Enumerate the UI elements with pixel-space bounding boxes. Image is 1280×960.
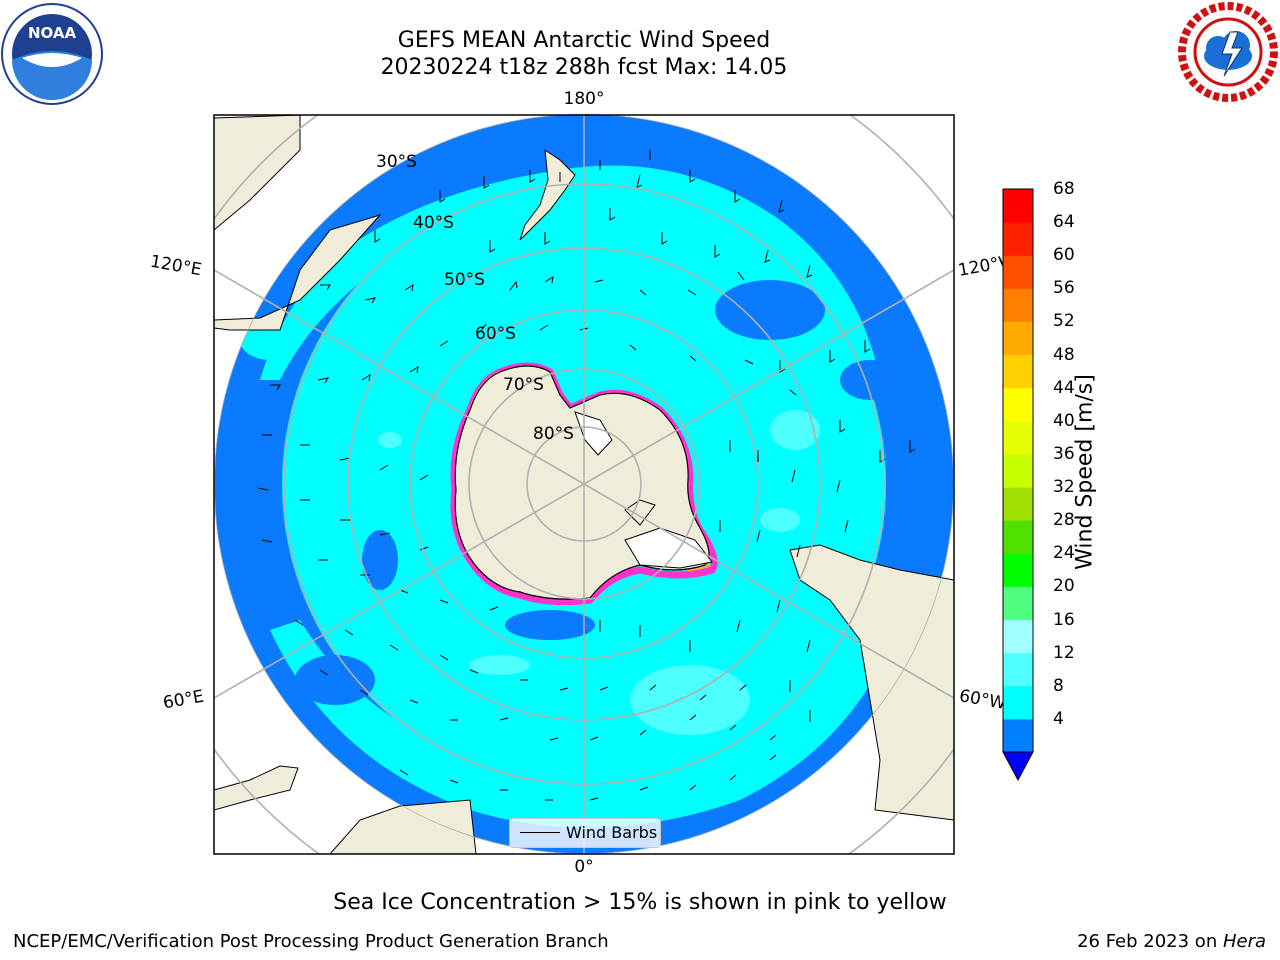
colorbar-band <box>1003 387 1033 422</box>
colorbar-tick-label: 16 <box>1053 609 1075 630</box>
colorbar-band <box>1003 453 1033 488</box>
colorbar-band <box>1003 222 1033 256</box>
lat-label-30s: 30°S <box>376 152 417 172</box>
lon-label-180: 180° <box>563 89 605 109</box>
colorbar-band <box>1003 354 1033 389</box>
madagascar-land <box>214 765 299 811</box>
map-title: GEFS MEAN Antarctic Wind Speed <box>397 28 771 53</box>
colorbar-tick-label: 64 <box>1053 212 1075 233</box>
colorbar-band <box>1003 189 1033 223</box>
colorbar-tick-label: 48 <box>1053 344 1075 365</box>
wind-barbs <box>257 150 916 801</box>
wind-barb-legend-line <box>520 832 560 833</box>
colorbar-tick-label: 40 <box>1053 410 1075 431</box>
colorbar-tick-label: 60 <box>1053 245 1075 266</box>
footer-host: Hera <box>1222 931 1266 952</box>
colorbar-tick-label: 68 <box>1053 179 1075 199</box>
sea-ice-note: Sea Ice Concentration > 15% is shown in … <box>333 890 947 915</box>
colorbar-band <box>1003 685 1033 720</box>
map-legend: Wind Barbs <box>509 818 661 848</box>
colorbar-band <box>1003 255 1033 289</box>
footer-date: 26 Feb 2023 on Hera <box>1077 931 1266 952</box>
map-frame <box>213 114 955 855</box>
footer-credit: NCEP/EMC/Verification Post Processing Pr… <box>13 931 609 952</box>
legend-label: Wind Barbs <box>566 823 658 842</box>
svg-text:NOAA: NOAA <box>28 24 77 42</box>
colorbar <box>1002 188 1034 782</box>
colorbar-band <box>1003 586 1033 621</box>
colorbar-tick-label: 44 <box>1053 377 1075 398</box>
colorbar-tick-label: 32 <box>1053 477 1075 498</box>
footer-date-text: 26 Feb 2023 on <box>1077 931 1223 952</box>
graticule <box>214 114 954 854</box>
lat-label-80s: 80°S <box>533 424 574 444</box>
colorbar-band <box>1003 420 1033 455</box>
colorbar-tick-label: 8 <box>1053 675 1064 696</box>
lat-label-70s: 70°S <box>503 375 544 395</box>
colorbar-band <box>1003 520 1033 554</box>
colorbar-band <box>1003 321 1033 356</box>
colorbar-label: Wind Speed [m/s] <box>1072 374 1098 570</box>
colorbar-band <box>1003 652 1033 687</box>
colorbar-tick-label: 20 <box>1053 576 1075 597</box>
colorbar-band <box>1003 288 1033 322</box>
colorbar-tick-label: 56 <box>1053 278 1075 299</box>
colorbar-tick-label: 12 <box>1053 642 1075 663</box>
colorbar-band <box>1003 619 1033 654</box>
lon-label-0: 0° <box>574 857 594 877</box>
noaa-logo: NOAA <box>1 3 103 105</box>
colorbar-band <box>1003 553 1033 587</box>
new-zealand-land <box>519 148 576 241</box>
colorbar-tick-label: 52 <box>1053 311 1075 332</box>
lat-label-40s: 40°S <box>413 213 454 233</box>
map-subtitle: 20230224 t18z 288h fcst Max: 14.05 <box>380 55 788 80</box>
lat-label-50s: 50°S <box>444 270 485 290</box>
lat-label-60s: 60°S <box>475 324 516 344</box>
nws-logo <box>1178 2 1278 102</box>
colorbar-band <box>1003 487 1033 521</box>
colorbar-tick-label: 28 <box>1053 510 1075 531</box>
colorbar-tick-label: 36 <box>1053 443 1075 464</box>
colorbar-tick-label: 24 <box>1053 543 1075 564</box>
colorbar-tick-label: 4 <box>1053 708 1064 729</box>
colorbar-band <box>1003 718 1033 753</box>
